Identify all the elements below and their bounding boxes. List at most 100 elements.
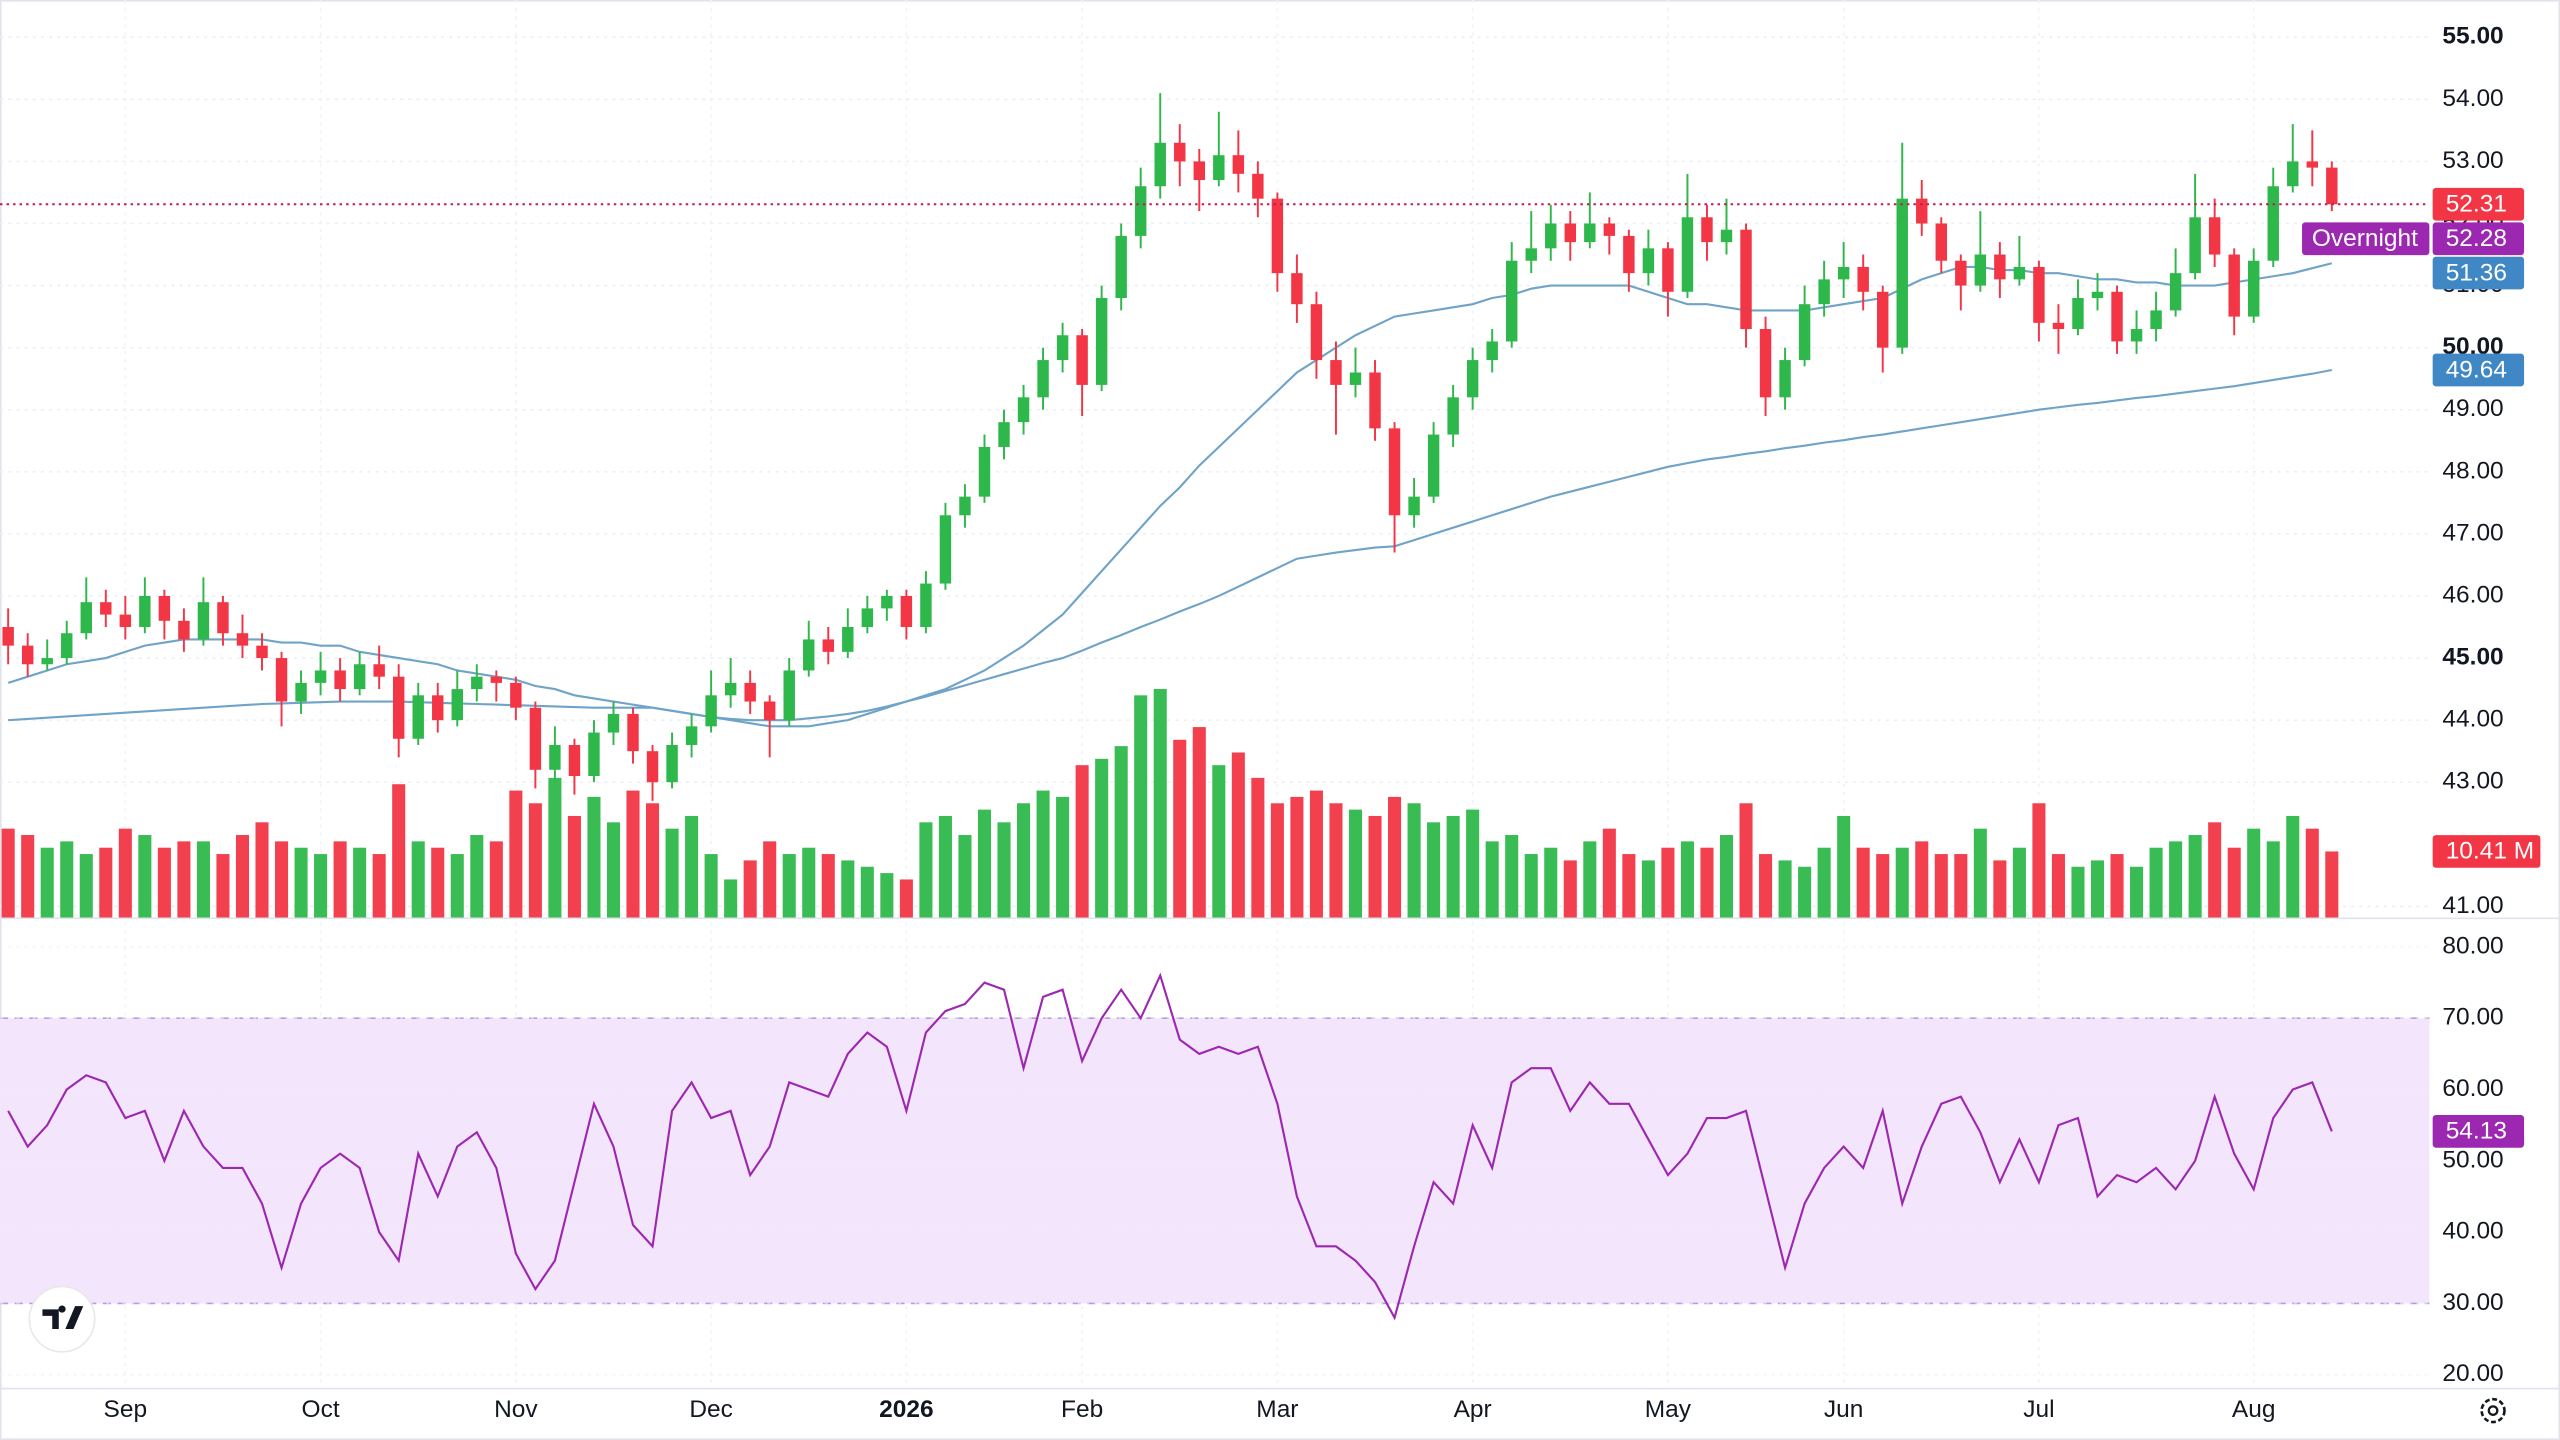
x-tick-label: Dec xyxy=(689,1396,733,1423)
candle-body xyxy=(139,595,151,628)
volume-bar xyxy=(841,860,855,918)
volume-bar xyxy=(333,841,347,918)
candle-body xyxy=(920,583,932,628)
candle-body xyxy=(178,620,190,640)
candle-body xyxy=(1740,229,1752,330)
logo-badge[interactable] xyxy=(28,1285,96,1353)
volume-bar xyxy=(977,809,992,918)
volume-bar xyxy=(1505,835,1519,918)
candle-body xyxy=(158,595,171,621)
volume-bar xyxy=(2012,847,2026,918)
candle-body xyxy=(1994,254,2006,280)
volume-bar xyxy=(1739,803,1753,918)
volume-bar xyxy=(1876,854,1890,918)
volume-bar xyxy=(1388,796,1402,918)
candle-body xyxy=(1174,142,1186,162)
volume-bar xyxy=(1798,866,1812,918)
x-tick-label: Jun xyxy=(1824,1396,1863,1423)
logo-glyph[interactable] xyxy=(42,1305,84,1329)
candle-body xyxy=(607,713,620,733)
volume-bar xyxy=(1407,803,1421,918)
candle-body xyxy=(1857,266,1869,292)
candle-body xyxy=(2189,217,2201,274)
volume-bar xyxy=(997,822,1011,918)
rsi-tick-label: 50.00 xyxy=(2442,1146,2503,1173)
volume-bar xyxy=(958,835,972,918)
candle-body xyxy=(529,707,542,770)
candle-body xyxy=(1115,235,1127,298)
candle-body xyxy=(783,670,795,721)
last-price-tag: 52.31 xyxy=(2446,191,2507,218)
candle-body xyxy=(1076,335,1088,385)
rsi-band xyxy=(0,1018,2430,1304)
candle-body xyxy=(1017,397,1030,423)
moving-average-line xyxy=(7,262,2333,728)
candle-body xyxy=(1564,223,1576,243)
volume-bar xyxy=(1602,828,1616,918)
candle-body xyxy=(1447,397,1459,435)
candle-body xyxy=(314,670,327,683)
volume-bar xyxy=(1114,746,1128,918)
volume-bar xyxy=(1759,854,1773,918)
x-tick-label: Feb xyxy=(1061,1396,1103,1423)
volume-bar xyxy=(1954,854,1968,918)
candle-body xyxy=(1134,186,1147,236)
candle-body xyxy=(2267,186,2279,261)
volume-bar xyxy=(1290,796,1304,918)
volume-bar xyxy=(646,803,660,918)
volume-bar xyxy=(509,790,523,918)
candle-body xyxy=(1837,266,1850,280)
gear-outer[interactable] xyxy=(2480,1397,2506,1424)
volume-bar xyxy=(2266,841,2280,918)
volume-bar xyxy=(138,835,152,918)
candle-body xyxy=(1330,360,1342,385)
gear-inner[interactable] xyxy=(2487,1405,2499,1417)
volume-bar xyxy=(314,854,328,918)
x-tick-label: Nov xyxy=(494,1396,538,1423)
candle-body xyxy=(1759,329,1772,398)
volume-bar xyxy=(1485,841,1499,918)
volume-bar xyxy=(1973,828,1987,918)
candle-body xyxy=(2130,329,2143,342)
candle-body xyxy=(1720,229,1733,243)
candle-body xyxy=(998,422,1010,447)
volume-bar xyxy=(2032,803,2046,918)
volume-bar xyxy=(1134,695,1148,918)
candle-body xyxy=(627,713,639,752)
candle-body xyxy=(2033,266,2045,323)
candle-body xyxy=(1408,496,1420,516)
volume-bar xyxy=(1348,809,1363,918)
volume-bar xyxy=(2305,828,2319,918)
volume-bar xyxy=(1075,765,1089,918)
volume-bar xyxy=(1837,815,1851,918)
candle-body xyxy=(1252,173,1264,199)
candle-body xyxy=(236,633,249,646)
candle-body xyxy=(1037,360,1049,398)
settings-icon[interactable] xyxy=(2480,1397,2506,1424)
volume-bar xyxy=(60,841,74,918)
volume-bar xyxy=(1680,841,1694,918)
volume-bar xyxy=(1895,847,1909,918)
y-tick-label: 46.00 xyxy=(2442,581,2503,608)
moving-average-tag: 49.64 xyxy=(2446,356,2507,383)
candle-body xyxy=(588,732,600,777)
volume-bar xyxy=(2071,866,2085,918)
volume-bar xyxy=(177,841,191,918)
candle-body xyxy=(334,670,346,690)
candle-body xyxy=(2208,217,2221,255)
candle-body xyxy=(978,446,991,497)
moving-average-tag-bg xyxy=(2432,353,2525,387)
x-tick-label: Jul xyxy=(2023,1396,2054,1423)
volume-bar xyxy=(470,835,484,918)
volume-tag-bg xyxy=(2432,835,2541,868)
volume-bar xyxy=(99,847,113,918)
candle-body xyxy=(1701,217,1713,243)
logo[interactable] xyxy=(28,1285,96,1353)
candle-body xyxy=(1545,223,1557,249)
candle-body xyxy=(80,602,92,634)
volume-bar xyxy=(255,822,269,918)
candle-body xyxy=(1916,198,1928,224)
candle-body xyxy=(2072,297,2084,330)
candle-body xyxy=(412,695,424,739)
volume-bar xyxy=(1368,815,1382,918)
